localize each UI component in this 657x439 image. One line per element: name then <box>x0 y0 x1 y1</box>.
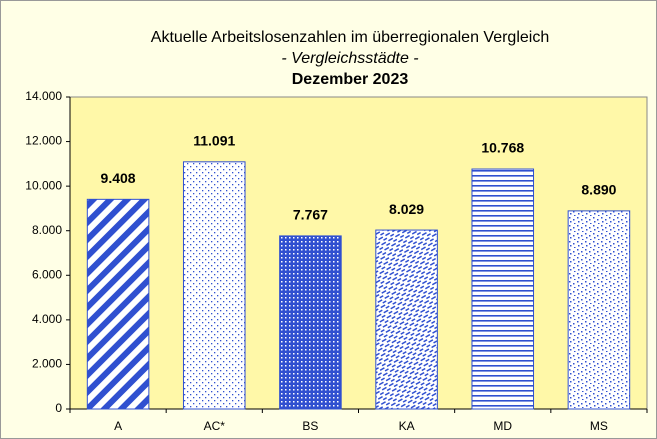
y-tick-label: 4.000 <box>32 312 62 326</box>
bar <box>567 210 631 410</box>
y-tick-label: 6.000 <box>32 267 62 281</box>
chart-subtitle: - Vergleichsstädte - <box>281 50 418 67</box>
value-label: 10.768 <box>481 140 524 156</box>
y-tick-label: 8.000 <box>32 223 62 237</box>
value-label: 7.767 <box>293 207 328 223</box>
x-tick-label: AC* <box>204 419 226 433</box>
bar <box>279 235 342 410</box>
chart-title: Aktuelle Arbeitslosenzahlen im überregio… <box>151 29 549 46</box>
x-tick-label: BS <box>302 419 318 433</box>
bar <box>471 168 535 410</box>
value-label: 8.029 <box>389 201 424 217</box>
value-label: 11.091 <box>193 133 235 149</box>
y-tick-label: 14.000 <box>25 89 62 103</box>
plot-area <box>69 96 648 410</box>
value-label: 9.408 <box>101 170 136 186</box>
bar <box>375 229 438 410</box>
x-tick-label: KA <box>399 419 415 433</box>
y-tick-label: 12.000 <box>25 134 62 148</box>
x-tick-label: MS <box>590 419 608 433</box>
bar <box>86 198 150 410</box>
value-label: 8.890 <box>581 182 616 198</box>
y-tick-label: 2.000 <box>32 357 62 371</box>
y-tick-label: 10.000 <box>25 178 62 192</box>
x-tick-label: A <box>114 419 122 433</box>
y-tick-label: 0 <box>55 401 62 415</box>
x-tick-label: MD <box>493 419 512 433</box>
chart-period: Dezember 2023 <box>292 71 409 88</box>
bar <box>182 161 246 410</box>
